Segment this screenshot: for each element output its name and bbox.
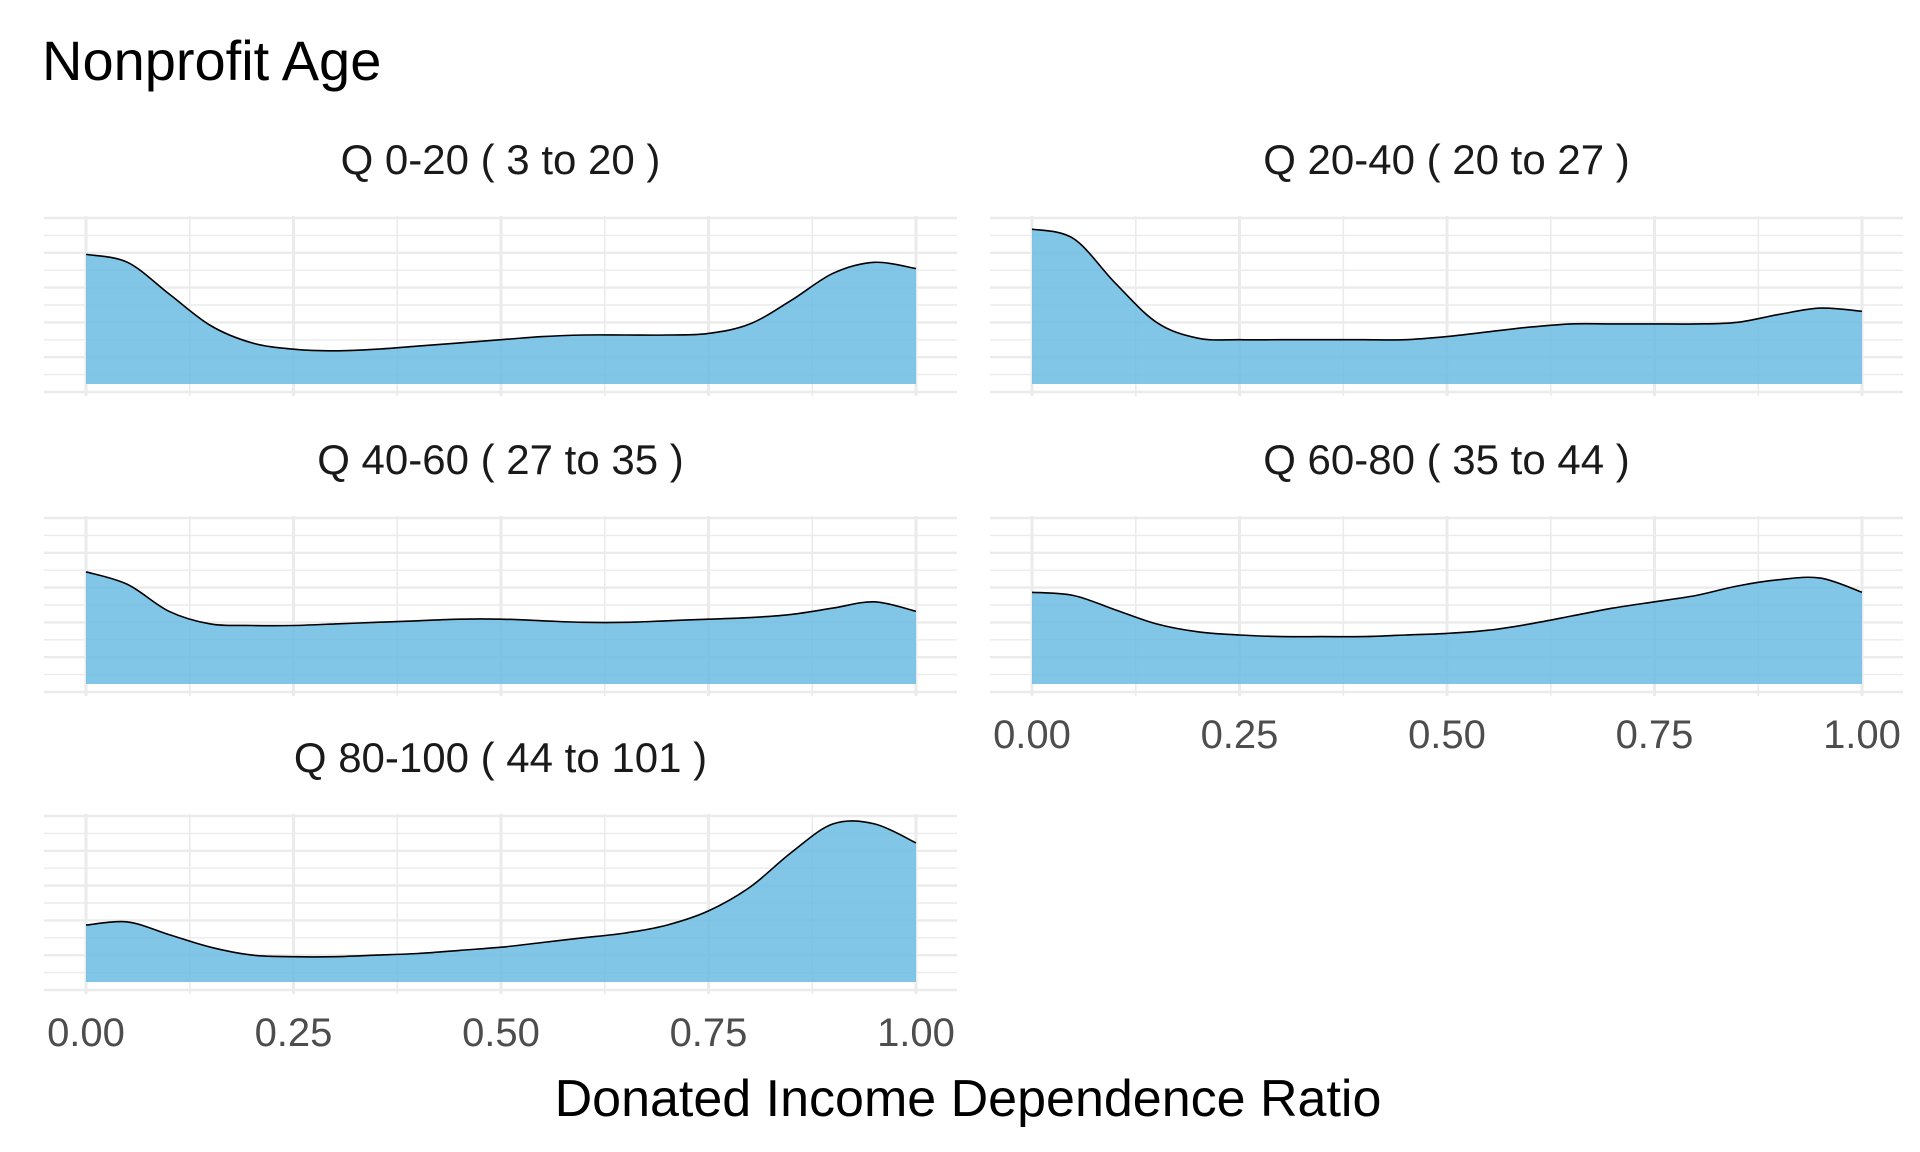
- x-tick-label: 0.25: [1201, 713, 1279, 757]
- density-line: [85, 571, 917, 627]
- x-tick-label: 1.00: [1823, 713, 1901, 757]
- density-line: [1031, 576, 1863, 638]
- density-line: [85, 820, 917, 958]
- density-area: [1032, 229, 1862, 384]
- x-tick-label: 1.00: [877, 1011, 955, 1055]
- facet-panel: Q 0-20 ( 3 to 20 ): [44, 136, 957, 396]
- x-tick-label: 0.75: [670, 1011, 748, 1055]
- chart-title: Nonprofit Age: [42, 29, 381, 92]
- x-tick-label: 0.25: [255, 1011, 333, 1055]
- density-area: [86, 571, 916, 684]
- facet-panel: Q 60-80 ( 35 to 44 ) 0.00 0.25 0.50 0.75 1.00: [990, 436, 1903, 757]
- density-area: [1032, 577, 1862, 684]
- facet-panel: Q 40-60 ( 27 to 35 ): [44, 436, 957, 696]
- x-tick-label: 0.50: [462, 1011, 540, 1055]
- density-line: [1031, 228, 1863, 341]
- facet-strip-label: Q 80-100 ( 44 to 101 ): [294, 734, 707, 781]
- facet-strip-label: Q 0-20 ( 3 to 20 ): [341, 136, 661, 183]
- x-axis-label: Donated Income Dependence Ratio: [555, 1070, 1382, 1128]
- x-tick-label: 0.00: [993, 713, 1071, 757]
- density-area: [86, 254, 916, 384]
- facet-panel: Q 80-100 ( 44 to 101 ) 0.00 0.25 0.50 0.75 1.…: [44, 734, 957, 1055]
- density-area: [86, 820, 916, 982]
- facet-strip-label: Q 40-60 ( 27 to 35 ): [317, 436, 684, 483]
- facet-strip-label: Q 20-40 ( 20 to 27 ): [1263, 136, 1630, 183]
- x-tick-label: 0.75: [1616, 713, 1694, 757]
- facet-strip-label: Q 60-80 ( 35 to 44 ): [1263, 436, 1630, 483]
- x-tick-label: 0.50: [1408, 713, 1486, 757]
- panels: Q 0-20 ( 3 to 20 ) Q 20-40 ( 20 to 27 ) Q …: [44, 136, 1903, 1055]
- facet-panel: Q 20-40 ( 20 to 27 ): [990, 136, 1903, 396]
- x-tick-label: 0.00: [47, 1011, 125, 1055]
- density-line: [85, 253, 917, 352]
